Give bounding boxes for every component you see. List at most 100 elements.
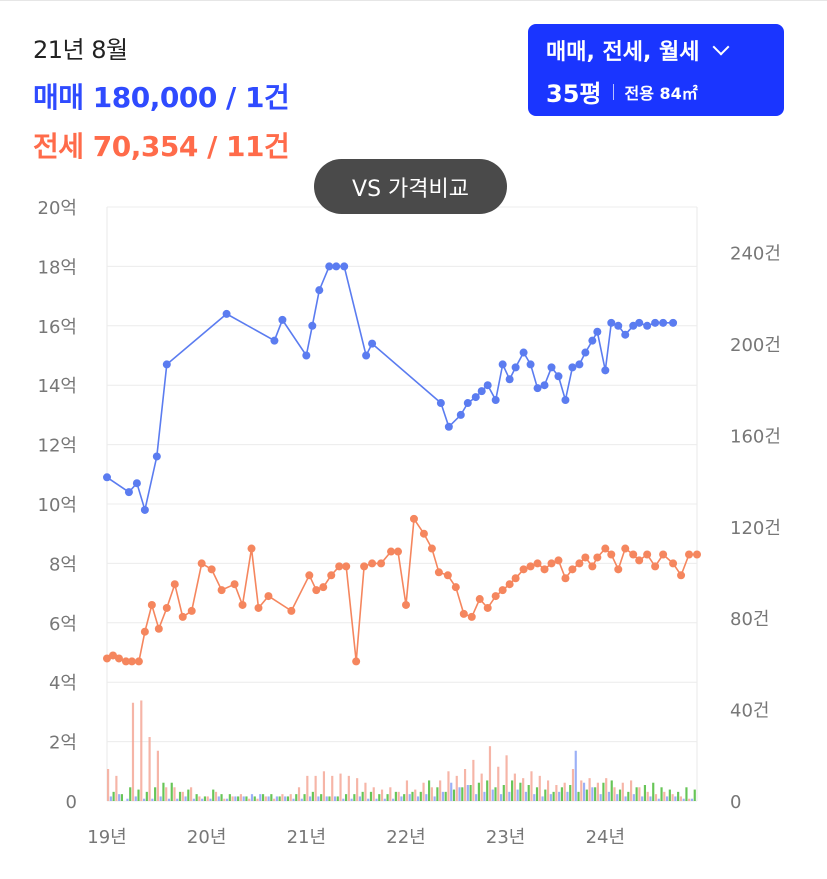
- volume-bar-sale: [682, 798, 685, 801]
- volume-bar-sale: [284, 796, 287, 801]
- volume-bar-sale: [109, 796, 112, 801]
- price-point-sale: [436, 399, 445, 408]
- price-point-jeonse: [114, 654, 123, 663]
- price-point-jeonse: [217, 586, 226, 595]
- volume-bar-rent: [320, 794, 323, 801]
- price-point-sale: [581, 348, 590, 357]
- price-point-sale: [477, 387, 486, 396]
- volume-bar-jeonse: [671, 794, 674, 801]
- price-point-jeonse: [305, 571, 314, 580]
- price-point-sale: [471, 393, 480, 402]
- price-point-jeonse: [511, 574, 520, 583]
- price-point-jeonse: [483, 603, 492, 612]
- y-left-tick-label: 20억: [38, 198, 77, 219]
- volume-bar-jeonse: [638, 787, 641, 801]
- price-point-jeonse: [593, 553, 602, 562]
- price-point-sale: [635, 318, 644, 327]
- volume-bar-jeonse: [173, 787, 176, 801]
- volume-bar-rent: [187, 789, 190, 801]
- price-point-jeonse: [335, 562, 344, 571]
- y-left-tick-label: 6억: [49, 614, 77, 635]
- price-point-jeonse: [540, 565, 549, 574]
- volume-bar-rent: [535, 787, 539, 801]
- volume-bar-sale: [118, 794, 121, 801]
- volume-bar-jeonse: [405, 780, 409, 801]
- trade-type-size-filter-button[interactable]: 매매, 전세, 월세 35평 전용 84㎡: [528, 24, 784, 116]
- price-point-sale: [315, 286, 324, 295]
- price-point-jeonse: [561, 574, 570, 583]
- volume-bar-sale: [599, 794, 602, 801]
- volume-bar-sale: [450, 782, 453, 801]
- vs-price-compare-button[interactable]: VS 가격비교: [314, 159, 507, 214]
- price-point-jeonse: [387, 547, 396, 556]
- price-point-jeonse: [505, 580, 514, 589]
- volume-bar-sale: [309, 796, 312, 801]
- price-point-jeonse: [451, 583, 460, 592]
- price-line-sale: [106, 265, 674, 514]
- price-point-jeonse: [498, 586, 507, 595]
- volume-bar-sale: [649, 796, 652, 801]
- price-point-sale: [526, 360, 535, 369]
- volume-bar-rent: [303, 794, 306, 801]
- volume-bar-rent: [220, 794, 223, 801]
- volume-bar-rent: [178, 791, 182, 801]
- volume-bar-rent: [627, 791, 630, 801]
- volume-bar-rent: [436, 787, 439, 801]
- price-point-jeonse: [140, 627, 149, 636]
- volume-bar-jeonse: [497, 766, 500, 801]
- volume-bar-rent: [618, 789, 622, 801]
- y-right-tick-label: 120건: [730, 518, 781, 539]
- volume-bar-rent: [129, 787, 132, 801]
- price-point-jeonse: [238, 600, 247, 609]
- price-point-jeonse: [360, 562, 369, 571]
- price-point-jeonse: [230, 580, 239, 589]
- price-point-jeonse: [568, 565, 577, 574]
- price-line-jeonse: [106, 516, 697, 663]
- volume-bar-sale: [582, 782, 586, 801]
- volume-bar-jeonse: [439, 780, 442, 801]
- volume-bar-sale: [317, 796, 320, 801]
- price-point-jeonse: [319, 583, 328, 592]
- volume-bar-jeonse: [223, 798, 226, 801]
- price-point-sale: [340, 262, 349, 271]
- volume-bar-jeonse: [480, 773, 483, 801]
- trade-type-dropdown[interactable]: 매매, 전세, 월세: [546, 34, 766, 66]
- volume-bar-sale: [267, 796, 270, 801]
- price-point-jeonse: [588, 562, 597, 571]
- volume-bar-rent: [237, 796, 240, 801]
- volume-bar-rent: [643, 785, 647, 801]
- volume-bar-rent: [278, 796, 281, 801]
- price-point-jeonse: [197, 559, 206, 568]
- volume-bar-rent: [203, 796, 207, 801]
- volume-bar-rent: [428, 780, 431, 801]
- volume-bar-rent: [403, 794, 406, 801]
- volume-bar-sale: [483, 791, 486, 801]
- volume-bar-rent: [477, 782, 480, 801]
- x-tick-label: 21년: [287, 827, 326, 848]
- volume-bar-jeonse: [131, 702, 135, 801]
- price-point-jeonse: [519, 565, 528, 574]
- volume-bar-sale: [209, 798, 212, 801]
- volume-bar-sale: [342, 798, 345, 801]
- price-point-jeonse: [547, 559, 556, 568]
- price-point-sale: [162, 360, 171, 369]
- volume-bar-jeonse: [347, 775, 350, 801]
- volume-bar-rent: [585, 789, 588, 801]
- price-point-jeonse: [659, 550, 668, 559]
- volume-bar-jeonse: [430, 787, 433, 801]
- price-point-jeonse: [394, 547, 403, 556]
- volume-bar-jeonse: [596, 782, 599, 801]
- price-point-jeonse: [554, 556, 563, 565]
- jeonse-price-summary: 전세 70,354 / 11건: [33, 130, 290, 163]
- volume-bar-jeonse: [588, 778, 591, 801]
- price-point-jeonse: [342, 562, 351, 571]
- volume-bar-jeonse: [505, 755, 508, 801]
- volume-bar-rent: [369, 791, 373, 801]
- price-point-sale: [554, 372, 563, 381]
- volume-bar-rent: [162, 782, 165, 801]
- volume-bar-jeonse: [190, 787, 193, 801]
- volume-bar-sale: [176, 798, 179, 801]
- volume-bar-jeonse: [563, 782, 566, 801]
- price-point-jeonse: [147, 600, 156, 609]
- price-point-jeonse: [621, 544, 630, 553]
